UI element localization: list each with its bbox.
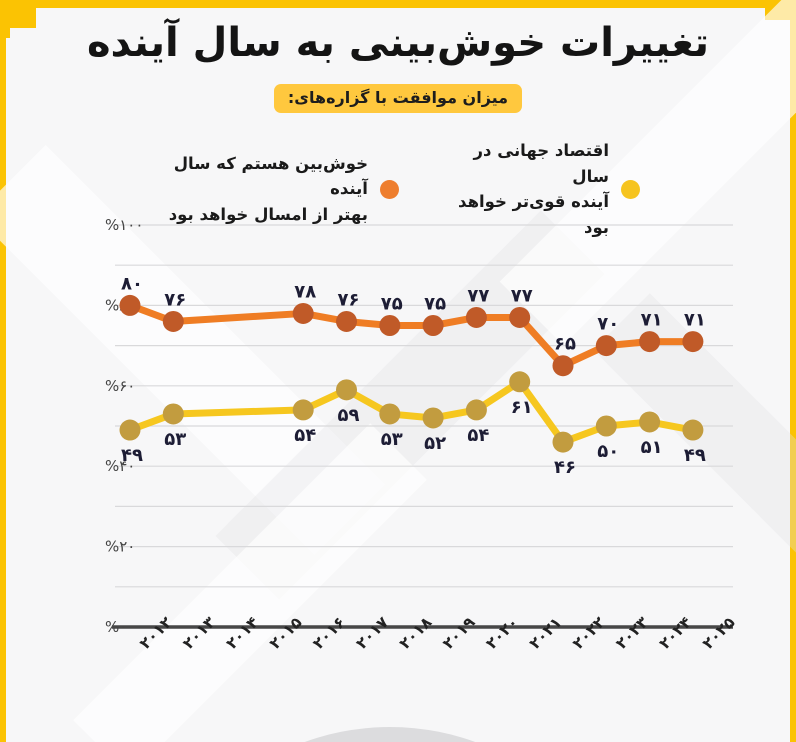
x-axis-year-label: ۲۰۱۲	[136, 613, 176, 653]
data-point-label: ۶۵	[554, 334, 576, 355]
legend-label: خوش‌بین هستم که سال آینده بهتر از امسال …	[160, 151, 368, 228]
data-point-label: ۷۵	[424, 294, 446, 315]
data-point-label: ۴۹	[121, 445, 143, 466]
x-axis-year-label: ۲۰۲۰	[483, 613, 522, 652]
data-point-label: ۵۳	[164, 429, 186, 450]
y-axis-tick-label: %۰	[105, 618, 127, 636]
legend-label-line: آینده قوی‌تر خواهد بود	[458, 192, 609, 237]
data-point	[682, 331, 704, 353]
y-axis-tick-label: %۲۰	[105, 538, 135, 556]
data-point	[162, 403, 184, 425]
subtitle-badge: میزان موافقت با گزاره‌های:	[273, 84, 523, 113]
x-axis-year-label: ۲۰۱۴	[223, 613, 262, 652]
data-point-label: ۵۴	[467, 425, 489, 446]
subtitle-badge-wrap: میزان موافقت با گزاره‌های:	[0, 84, 796, 113]
data-point-label: ۵۳	[381, 429, 403, 450]
x-axis-year-label: ۲۰۱۸	[396, 613, 436, 653]
data-point-label: ۵۱	[641, 437, 663, 458]
data-point	[336, 310, 357, 332]
top-left-corner-step-small	[0, 28, 10, 38]
data-point-label: ۶۱	[511, 397, 533, 418]
x-axis-year-label: ۲۰۱۷	[353, 613, 393, 653]
legend-label: اقتصاد جهانی در سال آینده قوی‌تر خواهد ب…	[451, 138, 609, 240]
data-point	[422, 407, 444, 429]
data-point-label: ۷۸	[294, 281, 316, 302]
y-axis-tick-label: %۶۰	[105, 377, 135, 395]
data-point	[509, 371, 531, 393]
data-point-label: ۷۵	[381, 294, 403, 315]
data-point-label: ۴۹	[684, 445, 706, 466]
data-point	[379, 403, 401, 425]
x-axis-year-label: ۲۰۲۲	[569, 613, 609, 653]
data-point	[595, 415, 617, 437]
data-point	[465, 399, 487, 421]
data-point-label: ۸۰	[121, 273, 143, 294]
data-point	[595, 335, 617, 357]
x-axis-year-label: ۲۰۲۱	[526, 613, 565, 652]
data-point	[119, 419, 141, 441]
data-point	[552, 355, 574, 377]
data-point-label: ۷۶	[164, 289, 186, 310]
y-axis-tick-label: %۴۰	[105, 457, 135, 475]
data-point	[336, 379, 357, 401]
data-point-label: ۵۴	[294, 425, 316, 446]
legend-item-global-economy: اقتصاد جهانی در سال آینده قوی‌تر خواهد ب…	[451, 138, 640, 240]
data-point-label: ۷۰	[597, 314, 619, 335]
data-point	[509, 306, 531, 328]
data-point	[292, 399, 314, 421]
data-point	[162, 310, 184, 332]
top-accent-bar	[0, 0, 796, 8]
data-point-label: ۷۷	[467, 285, 489, 306]
legend-label-line: خوش‌بین هستم که سال آینده	[173, 153, 368, 199]
chart-legend: اقتصاد جهانی در سال آینده قوی‌تر خواهد ب…	[160, 138, 640, 240]
data-point-label: ۷۱	[684, 310, 706, 331]
x-axis-year-label: ۲۰۲۳	[612, 613, 652, 653]
orange-series-dot-icon	[379, 179, 399, 199]
data-point	[552, 431, 574, 453]
right-accent-strip	[790, 0, 796, 742]
data-point	[682, 419, 704, 441]
data-point-label: ۷۶	[338, 289, 360, 310]
data-point	[119, 294, 141, 316]
left-accent-strip	[0, 0, 6, 742]
data-point	[422, 315, 444, 336]
data-point-label: ۷۷	[511, 285, 533, 306]
x-axis-year-label: ۲۰۲۵	[699, 613, 738, 652]
page-title: تغییرات خوش‌بینی به سال آینده	[86, 20, 710, 66]
series-0: ۸۰ ۷۶ ۷۸ ۷۶ ۷۵ ۷۵ ۷۷ ۷۷ ۶۵ ۷۰ ۷۱ ۷۱	[119, 273, 706, 377]
data-point-label: ۷۱	[641, 310, 663, 331]
top-left-corner-step	[0, 0, 36, 28]
series-1: ۴۹ ۵۳ ۵۴ ۵۹ ۵۳ ۵۲ ۵۴ ۶۱ ۴۶ ۵۰ ۵۱ ۴۹	[119, 371, 706, 478]
legend-label-line: اقتصاد جهانی در سال	[473, 141, 609, 186]
data-point-label: ۵۲	[424, 433, 446, 454]
legend-label-line: بهتر از امسال خواهد بود	[168, 204, 368, 224]
data-point	[639, 411, 661, 433]
yellow-series-dot-icon	[621, 179, 640, 199]
data-point	[465, 306, 487, 328]
x-axis-year-label: ۲۰۱۳	[179, 613, 219, 653]
data-point	[639, 331, 661, 353]
data-point-label: ۵۰	[597, 441, 619, 462]
data-point	[379, 315, 401, 336]
x-axis-year-label: ۲۰۱۹	[439, 613, 479, 653]
y-axis-tick-label: %۱۰۰	[105, 216, 143, 234]
x-axis-year-label: ۲۰۱۵	[266, 613, 305, 652]
data-point	[292, 302, 314, 324]
legend-item-optimistic-next-year: خوش‌بین هستم که سال آینده بهتر از امسال …	[160, 138, 399, 240]
data-point-label: ۴۶	[554, 457, 576, 478]
data-point-label: ۵۹	[338, 405, 360, 426]
x-axis-year-label: ۲۰۱۶	[309, 613, 348, 652]
x-axis-year-label: ۲۰۲۴	[656, 613, 695, 652]
